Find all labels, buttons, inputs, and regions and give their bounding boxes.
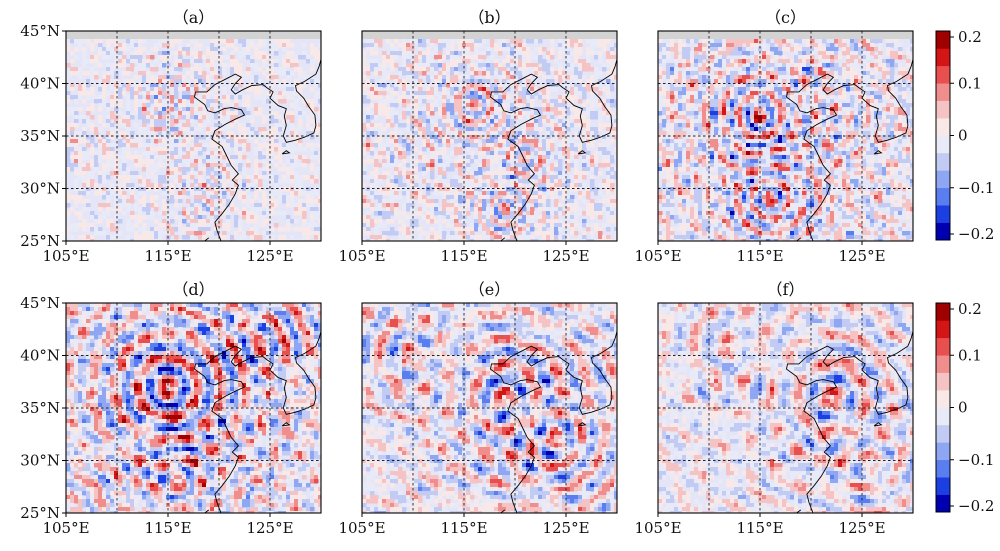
colorbar-segment	[936, 31, 950, 49]
colorbar-tick-label: 0	[958, 127, 968, 145]
colorbars-layer: 0.2 0.1 0 −0.1 −0.2 0.2 0.1 0 −0.1 −0.2	[935, 28, 994, 515]
colorbar-segment	[936, 83, 950, 101]
y-tick-label: 30°N	[20, 180, 60, 198]
gridlines	[362, 31, 617, 241]
panel-frame	[361, 302, 618, 514]
gridlines	[66, 303, 321, 513]
colorbar-tick-label: −0.1	[958, 179, 994, 197]
colorbar-segment	[936, 459, 950, 478]
x-tick-label: 115°E	[144, 247, 191, 265]
colorbar-segment	[936, 442, 950, 461]
gridlines	[658, 303, 913, 513]
panel-frame	[657, 302, 914, 514]
colorbar-segment	[936, 170, 950, 189]
x-tick-label: 105°E	[338, 519, 385, 537]
gridlines	[658, 31, 913, 241]
colorbar: 0.2 0.1 0 −0.1 −0.2	[935, 28, 994, 243]
panel-e: （e） 105°E 115°E 125°E	[338, 280, 618, 537]
y-tick-label: 25°N	[20, 232, 60, 250]
colorbar-segment	[936, 205, 950, 223]
colorbar-segment	[936, 118, 950, 136]
colorbar-segment	[936, 355, 950, 373]
gridlines	[362, 303, 617, 513]
x-tick-label: 125°E	[246, 247, 293, 265]
y-tick-label: 30°N	[20, 452, 60, 470]
colorbar-segment	[936, 303, 950, 321]
colorbar-segment	[936, 320, 950, 339]
colorbar-segment	[936, 100, 950, 119]
panel-title: （f）	[767, 280, 805, 299]
colorbar: 0.2 0.1 0 −0.1 −0.2	[935, 300, 994, 515]
colorbar-segment	[936, 48, 950, 67]
x-tick-label: 115°E	[736, 247, 783, 265]
colorbar-tick-label: 0.1	[958, 74, 982, 92]
y-tick-label: 40°N	[20, 75, 60, 93]
gridlines	[66, 31, 321, 241]
colorbar-tick-label: 0.1	[958, 346, 982, 364]
y-tick-label: 45°N	[20, 22, 60, 40]
x-tick-label: 115°E	[440, 247, 487, 265]
panel-a: （a） 105°E 115°E 125°E 25°N 30°N 35°N 40°N 45°N	[20, 8, 322, 265]
colorbar-segment	[936, 477, 950, 495]
panel-f: （f） 105°E 115°E 125°E	[634, 280, 914, 537]
panel-b: （b） 105°E 115°E 125°E	[338, 8, 618, 265]
x-tick-label: 115°E	[736, 519, 783, 537]
panel-frame	[361, 30, 618, 242]
x-tick-label: 105°E	[338, 247, 385, 265]
colorbar-tick-label: 0.2	[958, 28, 982, 46]
x-tick-label: 115°E	[144, 519, 191, 537]
colorbar-tick-label: −0.2	[958, 497, 994, 515]
colorbar-segment	[936, 65, 950, 84]
panel-title: （b）	[468, 8, 510, 27]
x-tick-label: 105°E	[634, 247, 681, 265]
panel-title: （e）	[469, 280, 510, 299]
x-tick-label: 125°E	[838, 247, 885, 265]
panel-d: （d） 105°E 115°E 125°E 25°N 30°N 35°N 40°N 45°N	[20, 280, 322, 537]
x-tick-label: 105°E	[634, 519, 681, 537]
x-tick-label: 125°E	[542, 519, 589, 537]
x-tick-label: 125°E	[246, 519, 293, 537]
colorbar-tick-label: −0.1	[958, 451, 994, 469]
colorbar-segment	[936, 390, 950, 408]
colorbar-segment	[936, 187, 950, 206]
panel-c: （c） 105°E 115°E 125°E	[634, 8, 914, 265]
colorbar-segment	[936, 152, 950, 171]
anomaly-field	[362, 303, 617, 513]
x-tick-label: 125°E	[838, 519, 885, 537]
panel-title: （a）	[173, 8, 215, 27]
x-tick-label: 105°E	[42, 519, 89, 537]
y-tick-label: 35°N	[20, 127, 60, 145]
panel-title: （d）	[172, 280, 214, 299]
panel-title: （c）	[765, 8, 806, 27]
colorbar-segment	[936, 424, 950, 443]
y-tick-label: 25°N	[20, 504, 60, 522]
colorbar-segment	[936, 372, 950, 391]
y-tick-label: 35°N	[20, 399, 60, 417]
colorbar-tick-label: 0.2	[958, 300, 982, 318]
x-tick-label: 115°E	[440, 519, 487, 537]
y-tick-label: 40°N	[20, 347, 60, 365]
panel-frame	[657, 30, 914, 242]
x-tick-label: 105°E	[42, 247, 89, 265]
colorbar-tick-label: 0	[958, 399, 968, 417]
colorbar-segment	[936, 135, 950, 154]
x-tick-label: 125°E	[542, 247, 589, 265]
colorbar-segment	[936, 407, 950, 426]
colorbar-tick-label: −0.2	[958, 225, 994, 243]
colorbar-segment	[936, 222, 950, 241]
panels-layer: （a） 105°E 115°E 125°E 25°N 30°N 35°N 40°N 45°N （b…	[20, 8, 914, 537]
colorbar-segment	[936, 494, 950, 513]
y-tick-label: 45°N	[20, 294, 60, 312]
colorbar-segment	[936, 337, 950, 356]
